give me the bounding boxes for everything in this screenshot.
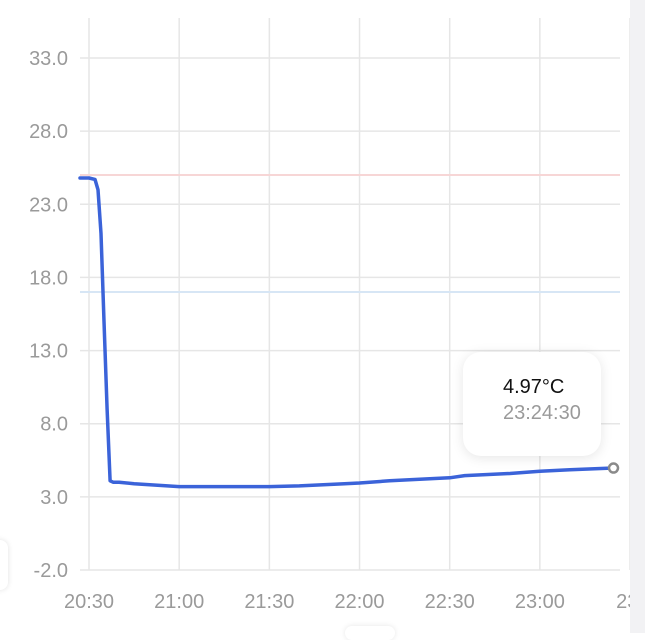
x-tick-label: 23:00 xyxy=(515,591,565,613)
side-handle[interactable] xyxy=(0,540,8,590)
y-tick-label: 3.0 xyxy=(40,487,68,509)
x-tick-label: 21:30 xyxy=(244,591,294,613)
x-tick-label: 22:30 xyxy=(425,591,475,613)
x-tick-label: 20:30 xyxy=(64,591,114,613)
right-edge-panel xyxy=(630,0,645,633)
y-tick-label: 13.0 xyxy=(29,341,68,363)
tooltip-value: 4.97°C xyxy=(503,376,565,398)
end-point-marker[interactable] xyxy=(607,462,620,474)
x-tick-label: 21:00 xyxy=(154,591,204,613)
bottom-handle[interactable] xyxy=(345,626,395,640)
data-tooltip: 4.97°C 23:24:30 xyxy=(463,352,601,456)
y-tick-label: -2.0 xyxy=(34,560,68,582)
y-tick-label: 18.0 xyxy=(29,267,68,289)
y-tick-label: 33.0 xyxy=(29,48,68,70)
x-tick-label: 22:00 xyxy=(334,591,384,613)
y-tick-label: 28.0 xyxy=(29,121,68,143)
y-tick-label: 8.0 xyxy=(40,414,68,436)
series-line xyxy=(78,176,616,489)
y-tick-label: 23.0 xyxy=(29,194,68,216)
tooltip-time: 23:24:30 xyxy=(503,402,581,424)
